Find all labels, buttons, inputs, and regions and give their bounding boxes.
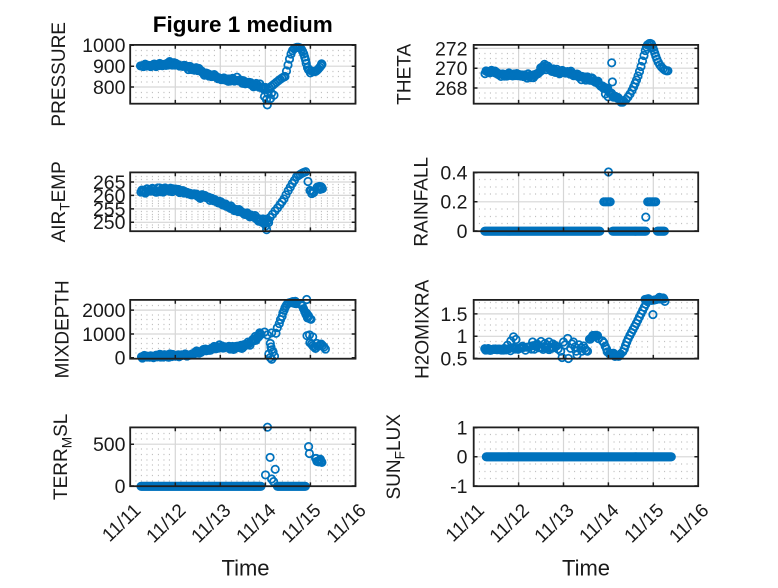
svg-text:TERRM​SL: TERRM​SL	[51, 414, 75, 500]
svg-text:1: 1	[457, 417, 468, 439]
svg-text:0.4: 0.4	[440, 162, 467, 184]
svg-text:Time: Time	[562, 556, 610, 581]
svg-text:255: 255	[93, 199, 126, 221]
svg-text:270: 270	[435, 58, 468, 80]
svg-text:RAINFALL: RAINFALL	[411, 157, 432, 247]
svg-text:THETA: THETA	[394, 44, 415, 105]
svg-text:800: 800	[93, 77, 126, 99]
svg-text:H2OMIXRA: H2OMIXRA	[413, 279, 434, 379]
svg-text:0: 0	[457, 447, 468, 469]
svg-text:0: 0	[115, 476, 126, 498]
svg-text:250: 250	[93, 212, 126, 234]
svg-text:0.2: 0.2	[440, 192, 467, 214]
svg-text:Figure 1 medium: Figure 1 medium	[153, 12, 333, 37]
svg-text:260: 260	[93, 185, 126, 207]
svg-text:Time: Time	[221, 556, 269, 581]
svg-text:0: 0	[115, 348, 126, 370]
svg-text:AIRT​EMP: AIRT​EMP	[49, 161, 73, 242]
svg-text:1: 1	[457, 326, 468, 348]
svg-text:268: 268	[435, 78, 468, 100]
svg-text:-1: -1	[450, 476, 467, 498]
svg-text:PRESSURE: PRESSURE	[49, 22, 70, 127]
svg-text:0: 0	[457, 221, 468, 243]
svg-text:265: 265	[93, 172, 126, 194]
svg-text:272: 272	[435, 38, 468, 60]
svg-text:2000: 2000	[82, 300, 126, 322]
svg-text:1000: 1000	[82, 324, 126, 346]
svg-text:1000: 1000	[82, 35, 126, 57]
svg-text:1.5: 1.5	[440, 304, 467, 326]
svg-text:MIXDEPTH: MIXDEPTH	[53, 280, 74, 378]
svg-text:500: 500	[93, 434, 126, 456]
svg-text:SUNF​LUX: SUNF​LUX	[384, 414, 408, 500]
svg-text:0.5: 0.5	[440, 349, 467, 371]
svg-text:900: 900	[93, 56, 126, 78]
